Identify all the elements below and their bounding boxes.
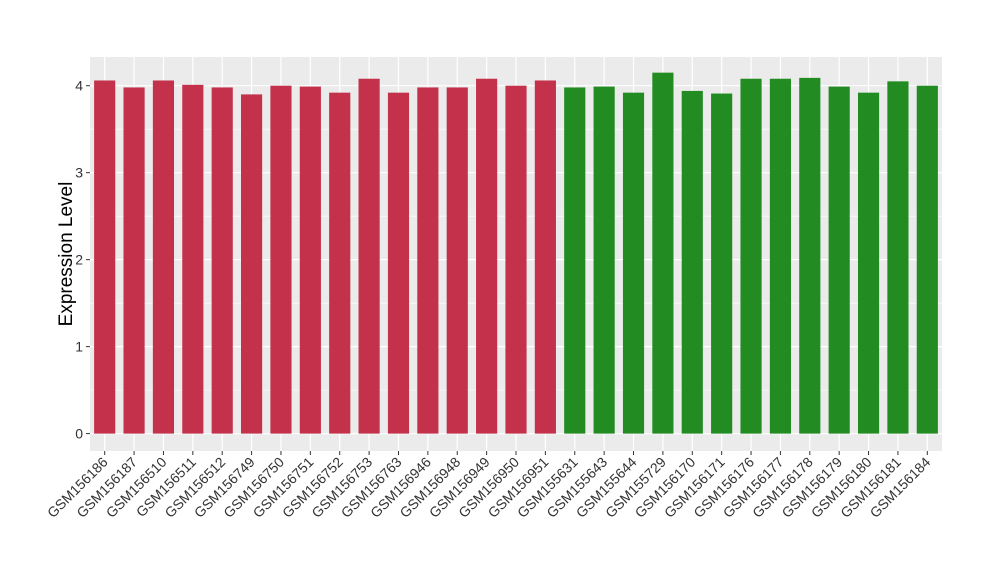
y-axis: 0 1 2 3 4 <box>75 78 90 442</box>
bar-GSM156510 <box>152 80 175 434</box>
bar-GSM155643 <box>593 86 615 434</box>
bar-GSM156178 <box>799 77 821 434</box>
bar-GSM156177 <box>769 78 791 434</box>
y-tick-label: 0 <box>75 426 83 442</box>
bar-GSM156511 <box>182 84 204 434</box>
bar-GSM155631 <box>564 87 586 434</box>
bar-GSM155644 <box>622 92 645 434</box>
y-tick-label: 4 <box>75 78 83 94</box>
y-tick-label: 2 <box>75 252 83 268</box>
bar-GSM156170 <box>681 90 703 434</box>
bar-GSM156187 <box>123 87 145 434</box>
bar-GSM156186 <box>94 80 116 434</box>
bar-GSM156171 <box>711 93 733 434</box>
x-axis: GSM156186GSM156187GSM156510GSM156511GSM1… <box>44 451 934 521</box>
bar-GSM156946 <box>417 87 439 434</box>
bar-GSM156184 <box>916 85 938 434</box>
bar-GSM155729 <box>652 72 674 434</box>
bar-GSM156180 <box>857 92 880 434</box>
bar-GSM156176 <box>740 78 762 434</box>
bar-GSM156948 <box>446 87 468 434</box>
bar-GSM156949 <box>476 78 498 434</box>
bar-GSM156750 <box>270 85 292 434</box>
bar-GSM156512 <box>211 87 233 434</box>
y-axis-title: Expression Level <box>56 182 77 327</box>
y-tick-label: 3 <box>75 165 83 181</box>
bar-GSM156749 <box>241 94 263 434</box>
bar-GSM156753 <box>358 78 380 434</box>
bar-GSM156763 <box>387 92 410 434</box>
bar-GSM156752 <box>329 92 351 434</box>
bars <box>94 72 938 434</box>
y-tick-label: 1 <box>75 339 83 355</box>
bar-GSM156751 <box>299 86 321 434</box>
bar-GSM156181 <box>887 81 909 434</box>
bar-GSM156179 <box>828 86 850 434</box>
bar-GSM156951 <box>534 80 556 434</box>
bar-GSM156950 <box>505 85 527 434</box>
